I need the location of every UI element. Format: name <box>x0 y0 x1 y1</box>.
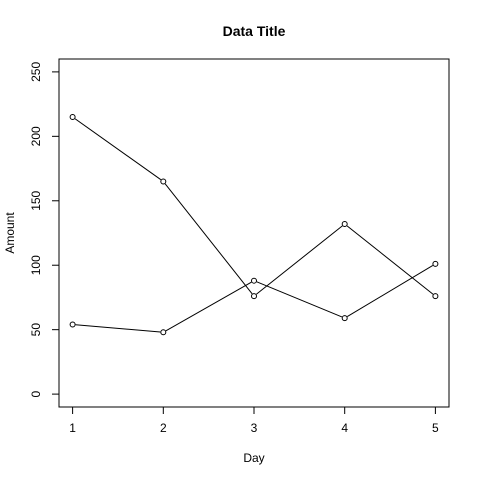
series-2 <box>69 260 439 336</box>
chart-title: Data Title <box>223 23 286 39</box>
x-tick-label: 5 <box>432 421 439 435</box>
series-1 <box>69 114 439 300</box>
data-point <box>432 260 439 267</box>
x-axis-label: Day <box>243 451 264 465</box>
y-axis-label: Amount <box>3 212 17 254</box>
y-tick-label: 50 <box>29 323 43 337</box>
x-tick-label: 3 <box>251 421 258 435</box>
data-point <box>69 321 76 328</box>
data-point <box>432 293 439 300</box>
y-tick-label: 150 <box>29 190 43 210</box>
series-2-line <box>75 265 434 333</box>
x-axis: 1 2 3 4 5 <box>69 406 439 435</box>
x-tick-label: 4 <box>341 421 348 435</box>
data-point <box>160 329 167 336</box>
data-point <box>160 178 167 185</box>
y-tick-label: 100 <box>29 255 43 275</box>
x-tick-label: 2 <box>160 421 167 435</box>
series-layer <box>69 114 439 336</box>
y-axis: 0 50 100 150 200 250 <box>29 62 60 397</box>
data-point <box>251 277 257 284</box>
y-tick-label: 250 <box>29 62 43 82</box>
x-tick-label: 1 <box>69 421 76 435</box>
y-tick-label: 0 <box>29 390 43 397</box>
data-point <box>341 220 348 227</box>
y-tick-label: 200 <box>29 126 43 146</box>
data-point <box>69 114 76 120</box>
data-point <box>251 293 257 300</box>
series-1-line <box>74 118 434 295</box>
data-point <box>341 315 348 322</box>
